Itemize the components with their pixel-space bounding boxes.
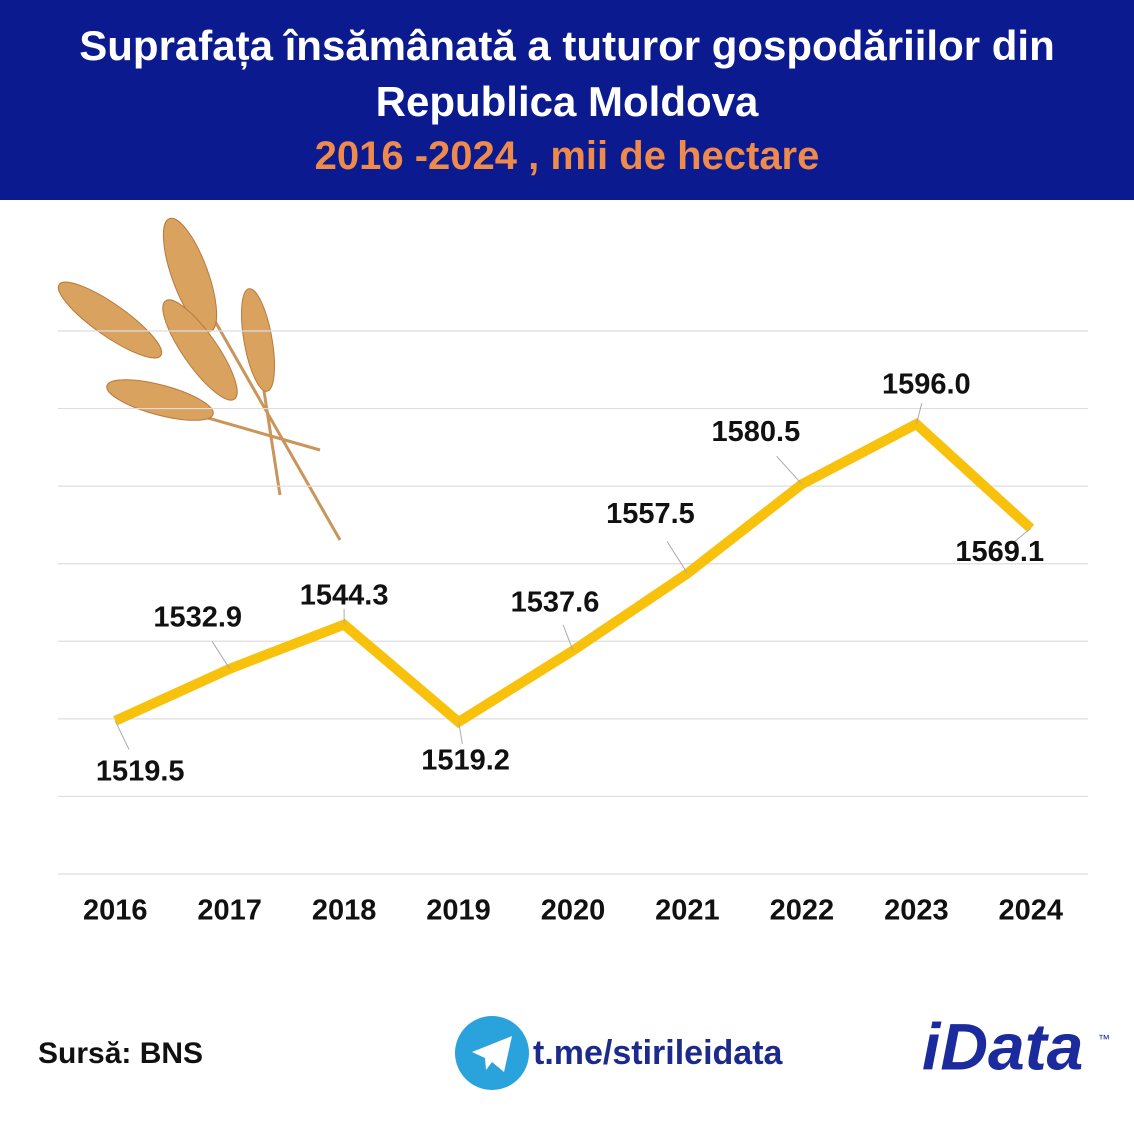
logo-trademark: ™: [1098, 1032, 1110, 1046]
data-label: 1519.2: [421, 745, 510, 777]
channel-link[interactable]: t.me/stirileidata: [533, 1034, 784, 1072]
data-label: 1580.5: [712, 416, 801, 448]
telegram-icon[interactable]: [455, 1016, 529, 1090]
data-label: 1544.3: [300, 579, 389, 611]
x-tick-label: 2021: [655, 895, 720, 927]
data-label: 1537.6: [511, 586, 600, 618]
wheat-illustration: [57, 217, 342, 541]
chart-title: Suprafața însămânată a tuturor gospodări…: [79, 22, 1055, 125]
data-line: [113, 418, 1035, 729]
header: Suprafața însămânată a tuturor gospodări…: [0, 0, 1134, 200]
x-tick-label: 2020: [541, 895, 606, 927]
leader-line: [562, 624, 574, 651]
x-tick-label: 2024: [999, 895, 1064, 927]
leader-line: [211, 641, 231, 670]
leader-line: [915, 403, 923, 425]
leader-line: [114, 720, 130, 750]
x-tick-label: 2016: [83, 895, 148, 927]
data-label: 1532.9: [153, 601, 242, 633]
x-tick-label: 2019: [426, 895, 491, 927]
chart-subtitle: 2016 -2024 , mii de hectare: [314, 134, 820, 178]
leader-line: [776, 455, 803, 485]
leader-line: [458, 721, 463, 745]
source-note: Sursă: BNS: [38, 1037, 203, 1070]
data-label: 1519.5: [96, 755, 185, 787]
x-tick-label: 2022: [770, 895, 835, 927]
data-label: 1557.5: [606, 498, 695, 530]
x-tick-label: 2018: [312, 895, 377, 927]
data-label: 1596.0: [882, 369, 971, 401]
data-label: 1569.1: [955, 536, 1044, 568]
leader-line: [1013, 528, 1032, 543]
x-tick-label: 2023: [884, 895, 949, 927]
leader-line: [666, 541, 688, 574]
logo: iData: [922, 1009, 1083, 1083]
x-tick-label: 2017: [197, 895, 262, 927]
